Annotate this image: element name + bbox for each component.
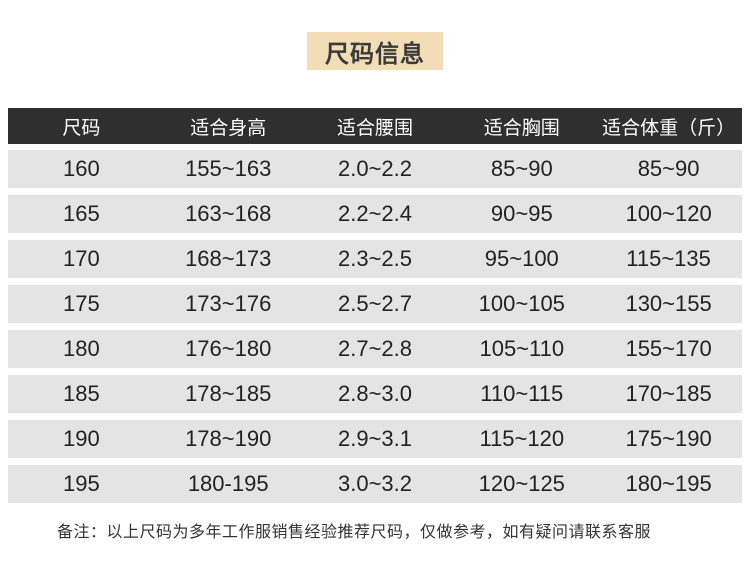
table-cell: 175~190 [625, 426, 712, 451]
table-cell: 178~190 [185, 426, 272, 451]
column-header: 适合腰围 [336, 117, 413, 139]
table-cell: 100~120 [625, 201, 712, 226]
table-cell: 130~155 [625, 291, 712, 316]
size-table: 尺码 适合身高 适合腰围 适合胸围 适合体重（斤） 160 155~163 2.0~2.2 8… [8, 108, 742, 503]
table-cell: 2.7~2.8 [337, 336, 412, 361]
table-cell: 3.0~3.2 [337, 471, 412, 496]
table-cell: 165 [63, 201, 100, 226]
table-row: 180 176~180 2.7~2.8 105~110 155~170 [8, 330, 742, 368]
table-cell: 155~163 [185, 156, 272, 181]
table-cell: 180-195 [187, 471, 269, 496]
table-cell: 176~180 [185, 336, 272, 361]
table-cell: 2.2~2.4 [337, 201, 412, 226]
table-cell: 178~185 [185, 381, 272, 406]
table-cell: 180 [63, 336, 100, 361]
table-cell: 163~168 [185, 201, 272, 226]
table-cell: 2.0~2.2 [337, 156, 412, 181]
table-row: 185 178~185 2.8~3.0 110~115 170~185 [8, 375, 742, 413]
size-table-header-row: 尺码 适合身高 适合腰围 适合胸围 适合体重（斤） [8, 108, 742, 144]
table-cell: 155~170 [625, 336, 712, 361]
column-header: 适合胸围 [483, 117, 560, 139]
table-cell: 180~195 [625, 471, 712, 496]
table-cell: 85~90 [490, 156, 553, 181]
table-cell: 100~105 [478, 291, 565, 316]
column-header: 适合体重（斤） [602, 117, 736, 139]
table-row: 195 180-195 3.0~3.2 120~125 180~195 [8, 465, 742, 503]
size-table-body: 160 155~163 2.0~2.2 85~90 85~90 165 163~168 2.2… [8, 150, 742, 503]
table-cell: 90~95 [490, 201, 553, 226]
table-cell: 2.3~2.5 [337, 246, 412, 271]
table-cell: 173~176 [185, 291, 272, 316]
table-cell: 2.5~2.7 [337, 291, 412, 316]
column-header: 尺码 [62, 117, 101, 139]
table-cell: 115~120 [479, 426, 565, 451]
table-row: 190 178~190 2.9~3.1 115~120 175~190 [8, 420, 742, 458]
table-cell: 120~125 [478, 471, 565, 496]
table-cell: 115~135 [626, 246, 711, 271]
table-cell: 185 [63, 381, 100, 406]
table-cell: 195 [63, 471, 100, 496]
table-row: 165 163~168 2.2~2.4 90~95 100~120 [8, 195, 742, 233]
table-cell: 160 [63, 156, 100, 181]
page-title: 尺码信息 [307, 32, 443, 70]
table-cell: 110~115 [480, 381, 564, 406]
table-cell: 2.8~3.0 [337, 381, 412, 406]
table-cell: 85~90 [637, 156, 700, 181]
size-info-page: 尺码信息 尺码 适合身高 适合腰围 适合胸围 适合体重（斤） 160 155~163 2.0… [0, 32, 750, 569]
table-row: 175 173~176 2.5~2.7 100~105 130~155 [8, 285, 742, 323]
table-cell: 175 [63, 291, 100, 316]
table-cell: 170~185 [625, 381, 712, 406]
column-header: 适合身高 [190, 117, 267, 139]
table-cell: 170 [63, 246, 100, 271]
table-row: 170 168~173 2.3~2.5 95~100 115~135 [8, 240, 742, 278]
table-cell: 168~173 [185, 246, 272, 271]
table-cell: 105~110 [479, 336, 565, 361]
footnote: 备注：以上尺码为多年工作服销售经验推荐尺码，仅做参考，如有疑问请联系客服 [57, 524, 652, 541]
table-row: 160 155~163 2.0~2.2 85~90 85~90 [8, 150, 742, 188]
table-cell: 2.9~3.1 [337, 426, 412, 451]
table-cell: 190 [63, 426, 100, 451]
table-cell: 95~100 [484, 246, 559, 271]
